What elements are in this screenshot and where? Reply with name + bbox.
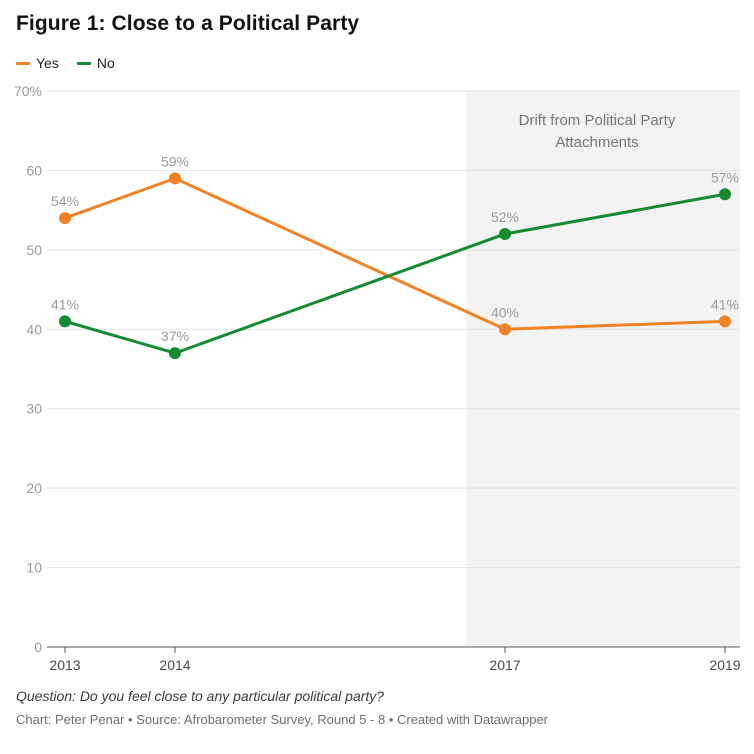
data-point-no-2017[interactable]	[499, 227, 511, 240]
y-tick-label: 30	[26, 401, 42, 417]
line-chart: 0 10 20 30 40 50 60 70% 2013 2014 2017 2019 54% 59% 40…	[14, 84, 741, 673]
y-tick-label: 0	[34, 639, 42, 655]
y-tick-label: 40	[26, 321, 42, 337]
data-point-yes-2013[interactable]	[59, 212, 71, 225]
data-point-no-2014[interactable]	[169, 347, 181, 360]
data-point-no-2013[interactable]	[59, 315, 71, 328]
legend-swatch-no	[76, 61, 91, 65]
series-line-no	[63, 192, 727, 355]
legend-item-no: No	[76, 55, 115, 71]
x-tick-label: 2014	[159, 657, 190, 673]
chart-area: 0 10 20 30 40 50 60 70% 2013 2014 2017 2019 54% 59% 40…	[0, 84, 754, 684]
data-label-yes-2013: 54%	[51, 193, 79, 209]
x-tick-label: 2019	[709, 657, 740, 673]
data-point-yes-2019[interactable]	[719, 315, 731, 328]
legend: Yes No	[16, 55, 115, 71]
y-tick-label: 20	[26, 480, 42, 496]
data-label-yes-2019: 41%	[711, 296, 739, 312]
data-label-no-2019: 57%	[711, 169, 739, 185]
legend-swatch-yes	[16, 61, 30, 65]
data-point-yes-2017[interactable]	[499, 323, 511, 336]
data-label-no-2017: 52%	[491, 209, 519, 225]
data-point-yes-2014[interactable]	[169, 172, 181, 185]
x-tick-label: 2013	[49, 657, 80, 673]
legend-item-yes: Yes	[16, 55, 59, 71]
chart-title: Figure 1: Close to a Political Party	[16, 12, 360, 35]
data-point-no-2019[interactable]	[719, 188, 731, 201]
region-annotation: Drift from Political Party Attachments	[518, 112, 676, 151]
legend-label-yes: Yes	[36, 55, 59, 71]
data-label-no-2013: 41%	[51, 296, 79, 312]
data-label-yes-2014: 59%	[161, 153, 189, 169]
chart-footer: Question: Do you feel close to any parti…	[16, 688, 738, 727]
question-text: Question: Do you feel close to any parti…	[16, 688, 385, 704]
series-line-yes	[63, 176, 727, 331]
y-tick-label: 70%	[14, 84, 42, 99]
highlight-region	[466, 91, 740, 647]
legend-label-no: No	[96, 55, 115, 71]
y-tick-label: 50	[26, 242, 42, 258]
data-label-no-2014: 37%	[161, 328, 189, 344]
y-tick-label: 60	[26, 162, 42, 178]
credits-text: Chart: Peter Penar • Source: Afrobaromet…	[16, 712, 549, 727]
data-label-yes-2017: 40%	[491, 304, 519, 320]
y-tick-label: 10	[26, 560, 42, 576]
x-tick-label: 2017	[489, 657, 520, 673]
